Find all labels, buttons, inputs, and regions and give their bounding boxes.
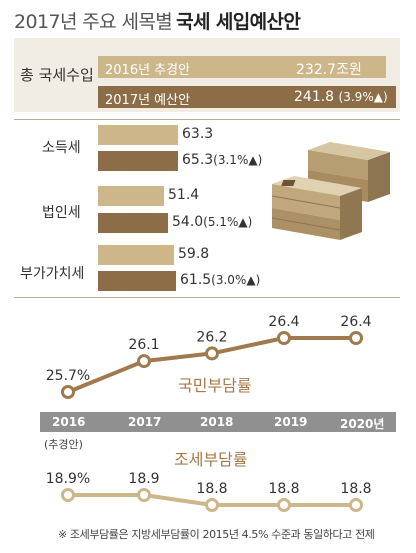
top-divider — [14, 119, 400, 120]
tax-burden-value-label: 18.8 — [196, 481, 227, 497]
national-burden-value-label: 26.2 — [196, 329, 227, 345]
revenue-bar-2016-value: 232.7조원 — [296, 62, 362, 78]
national-burden-value-label: 25.7% — [46, 368, 90, 384]
vat-bar-2017 — [98, 271, 176, 291]
revenue-2017-change: (3.9%▲) — [338, 90, 388, 104]
revenue-2017-value: 241.8 — [294, 89, 335, 105]
national-burden-value-label: 26.4 — [340, 314, 371, 330]
revenue-bar-2017-value: 241.8 (3.9%▲) — [294, 89, 388, 105]
footnote: ※ 조세부담률은 지방세부담률이 2015년 4.5% 수준과 동일하다고 전제 — [58, 528, 375, 541]
national-burden-value-label: 26.4 — [268, 314, 299, 330]
tax-burden-point — [137, 488, 151, 502]
revenue-bar-2017 — [98, 86, 396, 108]
year-sublabel-2016: (추경안) — [44, 438, 83, 451]
corporate-tax-change: (5.1%▲) — [203, 215, 253, 229]
national-burden-value-label: 26.1 — [128, 337, 159, 353]
year-label-2020: 2020년 — [340, 417, 385, 431]
income-tax-bar-2016 — [98, 125, 178, 145]
year-axis-bar — [40, 412, 396, 432]
national-burden-point — [61, 385, 75, 399]
revenue-bar-2017-label: 2017년 예산안 — [105, 93, 191, 108]
tax-burden-title: 조세부담률 — [174, 450, 248, 469]
middle-divider — [14, 297, 400, 298]
tax-burden-series: 18.9% 18.9 18.8 18.8 18.8 — [46, 471, 372, 512]
category-label-income-tax: 소득세 — [42, 140, 81, 156]
page-title: 2017년 주요 세목별 국세 세입예산안 — [14, 7, 301, 34]
vat-v2017: 61.5 — [180, 272, 212, 288]
national-burden-point — [277, 331, 291, 345]
national-burden-point — [349, 331, 363, 345]
money-stack-front — [271, 176, 362, 240]
category-label-vat: 부가가치세 — [20, 266, 85, 282]
tax-burden-value-label: 18.8 — [340, 481, 371, 497]
corporate-tax-bar-2017 — [98, 213, 168, 233]
income-tax-v2017: 65.3 — [182, 152, 214, 168]
tax-burden-value-label: 18.9 — [128, 471, 159, 487]
vat-value-2016: 59.8 — [178, 246, 210, 262]
total-revenue-label: 총 국세수입 — [20, 66, 94, 84]
revenue-bar-2016 — [98, 56, 386, 78]
income-tax-value-2017: 65.3(3.1%▲) — [182, 152, 262, 168]
title-plain: 2017년 주요 세목별 — [14, 11, 173, 33]
burden-rate-chart: 25.7%26.1 26.226.4 26.4 18.9% 18.918.8 18.8 1… — [46, 314, 372, 512]
tax-burden-point — [349, 498, 363, 512]
tax-burden-point — [277, 498, 291, 512]
year-label-2019: 2019 — [274, 415, 308, 429]
year-label-2017: 2017 — [128, 415, 162, 429]
money-stack-illustration — [271, 142, 390, 240]
national-burden-point — [205, 346, 219, 361]
tax-burden-value-label: 18.8 — [268, 481, 299, 497]
corporate-tax-bar-2016 — [98, 186, 164, 206]
revenue-bar-2016-label: 2016년 추경안 — [105, 63, 191, 78]
vat-value-2017: 61.5(3.0%▲) — [180, 272, 260, 288]
tax-burden-point — [205, 498, 219, 512]
vat-change: (3.0%▲) — [211, 273, 261, 287]
tax-burden-value-label: 18.9% — [46, 471, 90, 487]
income-tax-value-2016: 63.3 — [182, 126, 214, 142]
income-tax-bar-2017 — [98, 151, 178, 171]
corporate-tax-v2017: 54.0 — [172, 214, 204, 230]
corporate-tax-value-2016: 51.4 — [168, 187, 200, 203]
year-label-2016: 2016 — [52, 415, 86, 429]
title-bold: 국세 세입예산안 — [176, 11, 301, 33]
corporate-tax-value-2017: 54.0(5.1%▲) — [172, 214, 252, 230]
national-burden-title: 국민부담률 — [178, 376, 252, 395]
year-label-2018: 2018 — [200, 415, 234, 429]
national-burden-point — [137, 354, 151, 369]
national-burden-series: 25.7% 26.1 26.2 26.4 26.4 — [46, 314, 372, 399]
income-tax-change: (3.1%▲) — [213, 153, 263, 167]
category-label-corporate-tax: 법인세 — [42, 205, 81, 221]
tax-burden-point — [61, 488, 75, 502]
vat-bar-2016 — [98, 245, 174, 265]
